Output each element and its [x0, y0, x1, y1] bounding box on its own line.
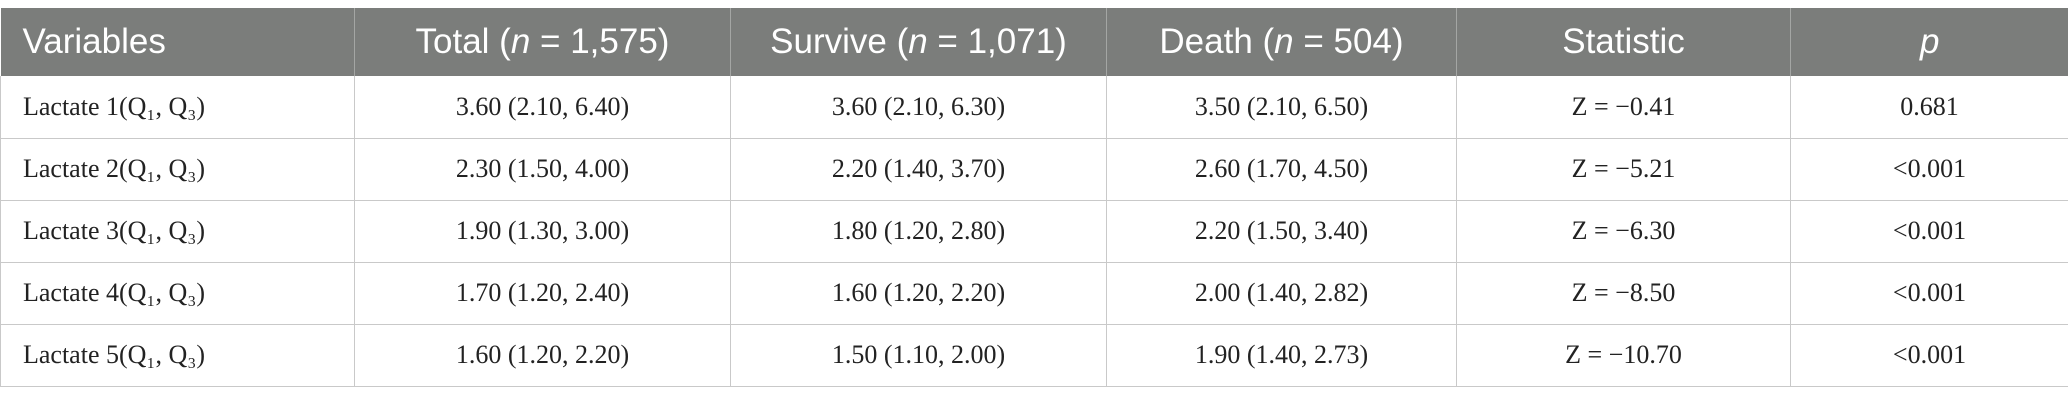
cell-p-value: 0.681 [1790, 76, 2068, 138]
table-row: Lactate 5(Q₁, Q₃) 1.60 (1.20, 2.20) 1.50… [0, 324, 2068, 386]
cell-variable: Lactate 5(Q₁, Q₃) [0, 324, 355, 386]
cell-survive: 2.20 (1.40, 3.70) [730, 138, 1107, 200]
cell-survive: 1.80 (1.20, 2.80) [730, 200, 1107, 262]
cell-p-value: <0.001 [1790, 324, 2068, 386]
header-death: Death (n = 504) [1106, 8, 1457, 76]
cell-total: 2.30 (1.50, 4.00) [354, 138, 731, 200]
header-text: Survive ( [770, 22, 909, 61]
table-row: Lactate 4(Q₁, Q₃) 1.70 (1.20, 2.40) 1.60… [0, 262, 2068, 324]
table-header: Variables Total (n = 1,575) Survive (n =… [0, 8, 2068, 76]
header-italic: n [1274, 22, 1294, 61]
header-total: Total (n = 1,575) [354, 8, 731, 76]
cell-death: 3.50 (2.10, 6.50) [1106, 76, 1457, 138]
cell-statistic: Z = −5.21 [1456, 138, 1791, 200]
header-text-post: = 1,071) [927, 22, 1067, 61]
cell-death: 1.90 (1.40, 2.73) [1106, 324, 1457, 386]
header-text-post: = 504) [1293, 22, 1404, 61]
header-text: Total ( [415, 22, 511, 61]
cell-death: 2.00 (1.40, 2.82) [1106, 262, 1457, 324]
cell-p-value: <0.001 [1790, 200, 2068, 262]
header-italic: n [510, 22, 531, 61]
header-text: Statistic [1562, 22, 1685, 61]
cell-death: 2.60 (1.70, 4.50) [1106, 138, 1457, 200]
header-text-post: = 1,575) [530, 22, 670, 61]
lactate-statistics-table: Variables Total (n = 1,575) Survive (n =… [0, 8, 2068, 387]
cell-survive: 1.50 (1.10, 2.00) [730, 324, 1107, 386]
cell-death: 2.20 (1.50, 3.40) [1106, 200, 1457, 262]
header-row: Variables Total (n = 1,575) Survive (n =… [0, 8, 2068, 76]
cell-p-value: <0.001 [1790, 138, 2068, 200]
cell-variable: Lactate 2(Q₁, Q₃) [0, 138, 355, 200]
table-container: Variables Total (n = 1,575) Survive (n =… [0, 8, 2068, 387]
cell-statistic: Z = −10.70 [1456, 324, 1791, 386]
header-survive: Survive (n = 1,071) [730, 8, 1107, 76]
header-italic: n [908, 22, 928, 61]
header-statistic: Statistic [1456, 8, 1791, 76]
cell-total: 1.70 (1.20, 2.40) [354, 262, 731, 324]
cell-variable: Lactate 3(Q₁, Q₃) [0, 200, 355, 262]
cell-total: 1.60 (1.20, 2.20) [354, 324, 731, 386]
header-variables: Variables [1, 8, 355, 76]
table-row: Lactate 1(Q₁, Q₃) 3.60 (2.10, 6.40) 3.60… [0, 76, 2068, 138]
cell-survive: 3.60 (2.10, 6.30) [730, 76, 1107, 138]
cell-total: 3.60 (2.10, 6.40) [354, 76, 731, 138]
cell-total: 1.90 (1.30, 3.00) [354, 200, 731, 262]
cell-variable: Lactate 4(Q₁, Q₃) [0, 262, 355, 324]
cell-variable: Lactate 1(Q₁, Q₃) [0, 76, 355, 138]
table-row: Lactate 2(Q₁, Q₃) 2.30 (1.50, 4.00) 2.20… [0, 138, 2068, 200]
cell-p-value: <0.001 [1790, 262, 2068, 324]
cell-survive: 1.60 (1.20, 2.20) [730, 262, 1107, 324]
cell-statistic: Z = −8.50 [1456, 262, 1791, 324]
header-italic: p [1920, 22, 1940, 61]
cell-statistic: Z = −6.30 [1456, 200, 1791, 262]
header-text: Variables [22, 22, 166, 61]
header-text: Death ( [1159, 22, 1275, 61]
table-body: Lactate 1(Q₁, Q₃) 3.60 (2.10, 6.40) 3.60… [0, 76, 2068, 386]
header-p-value: p [1790, 8, 2068, 76]
cell-statistic: Z = −0.41 [1456, 76, 1791, 138]
table-row: Lactate 3(Q₁, Q₃) 1.90 (1.30, 3.00) 1.80… [0, 200, 2068, 262]
